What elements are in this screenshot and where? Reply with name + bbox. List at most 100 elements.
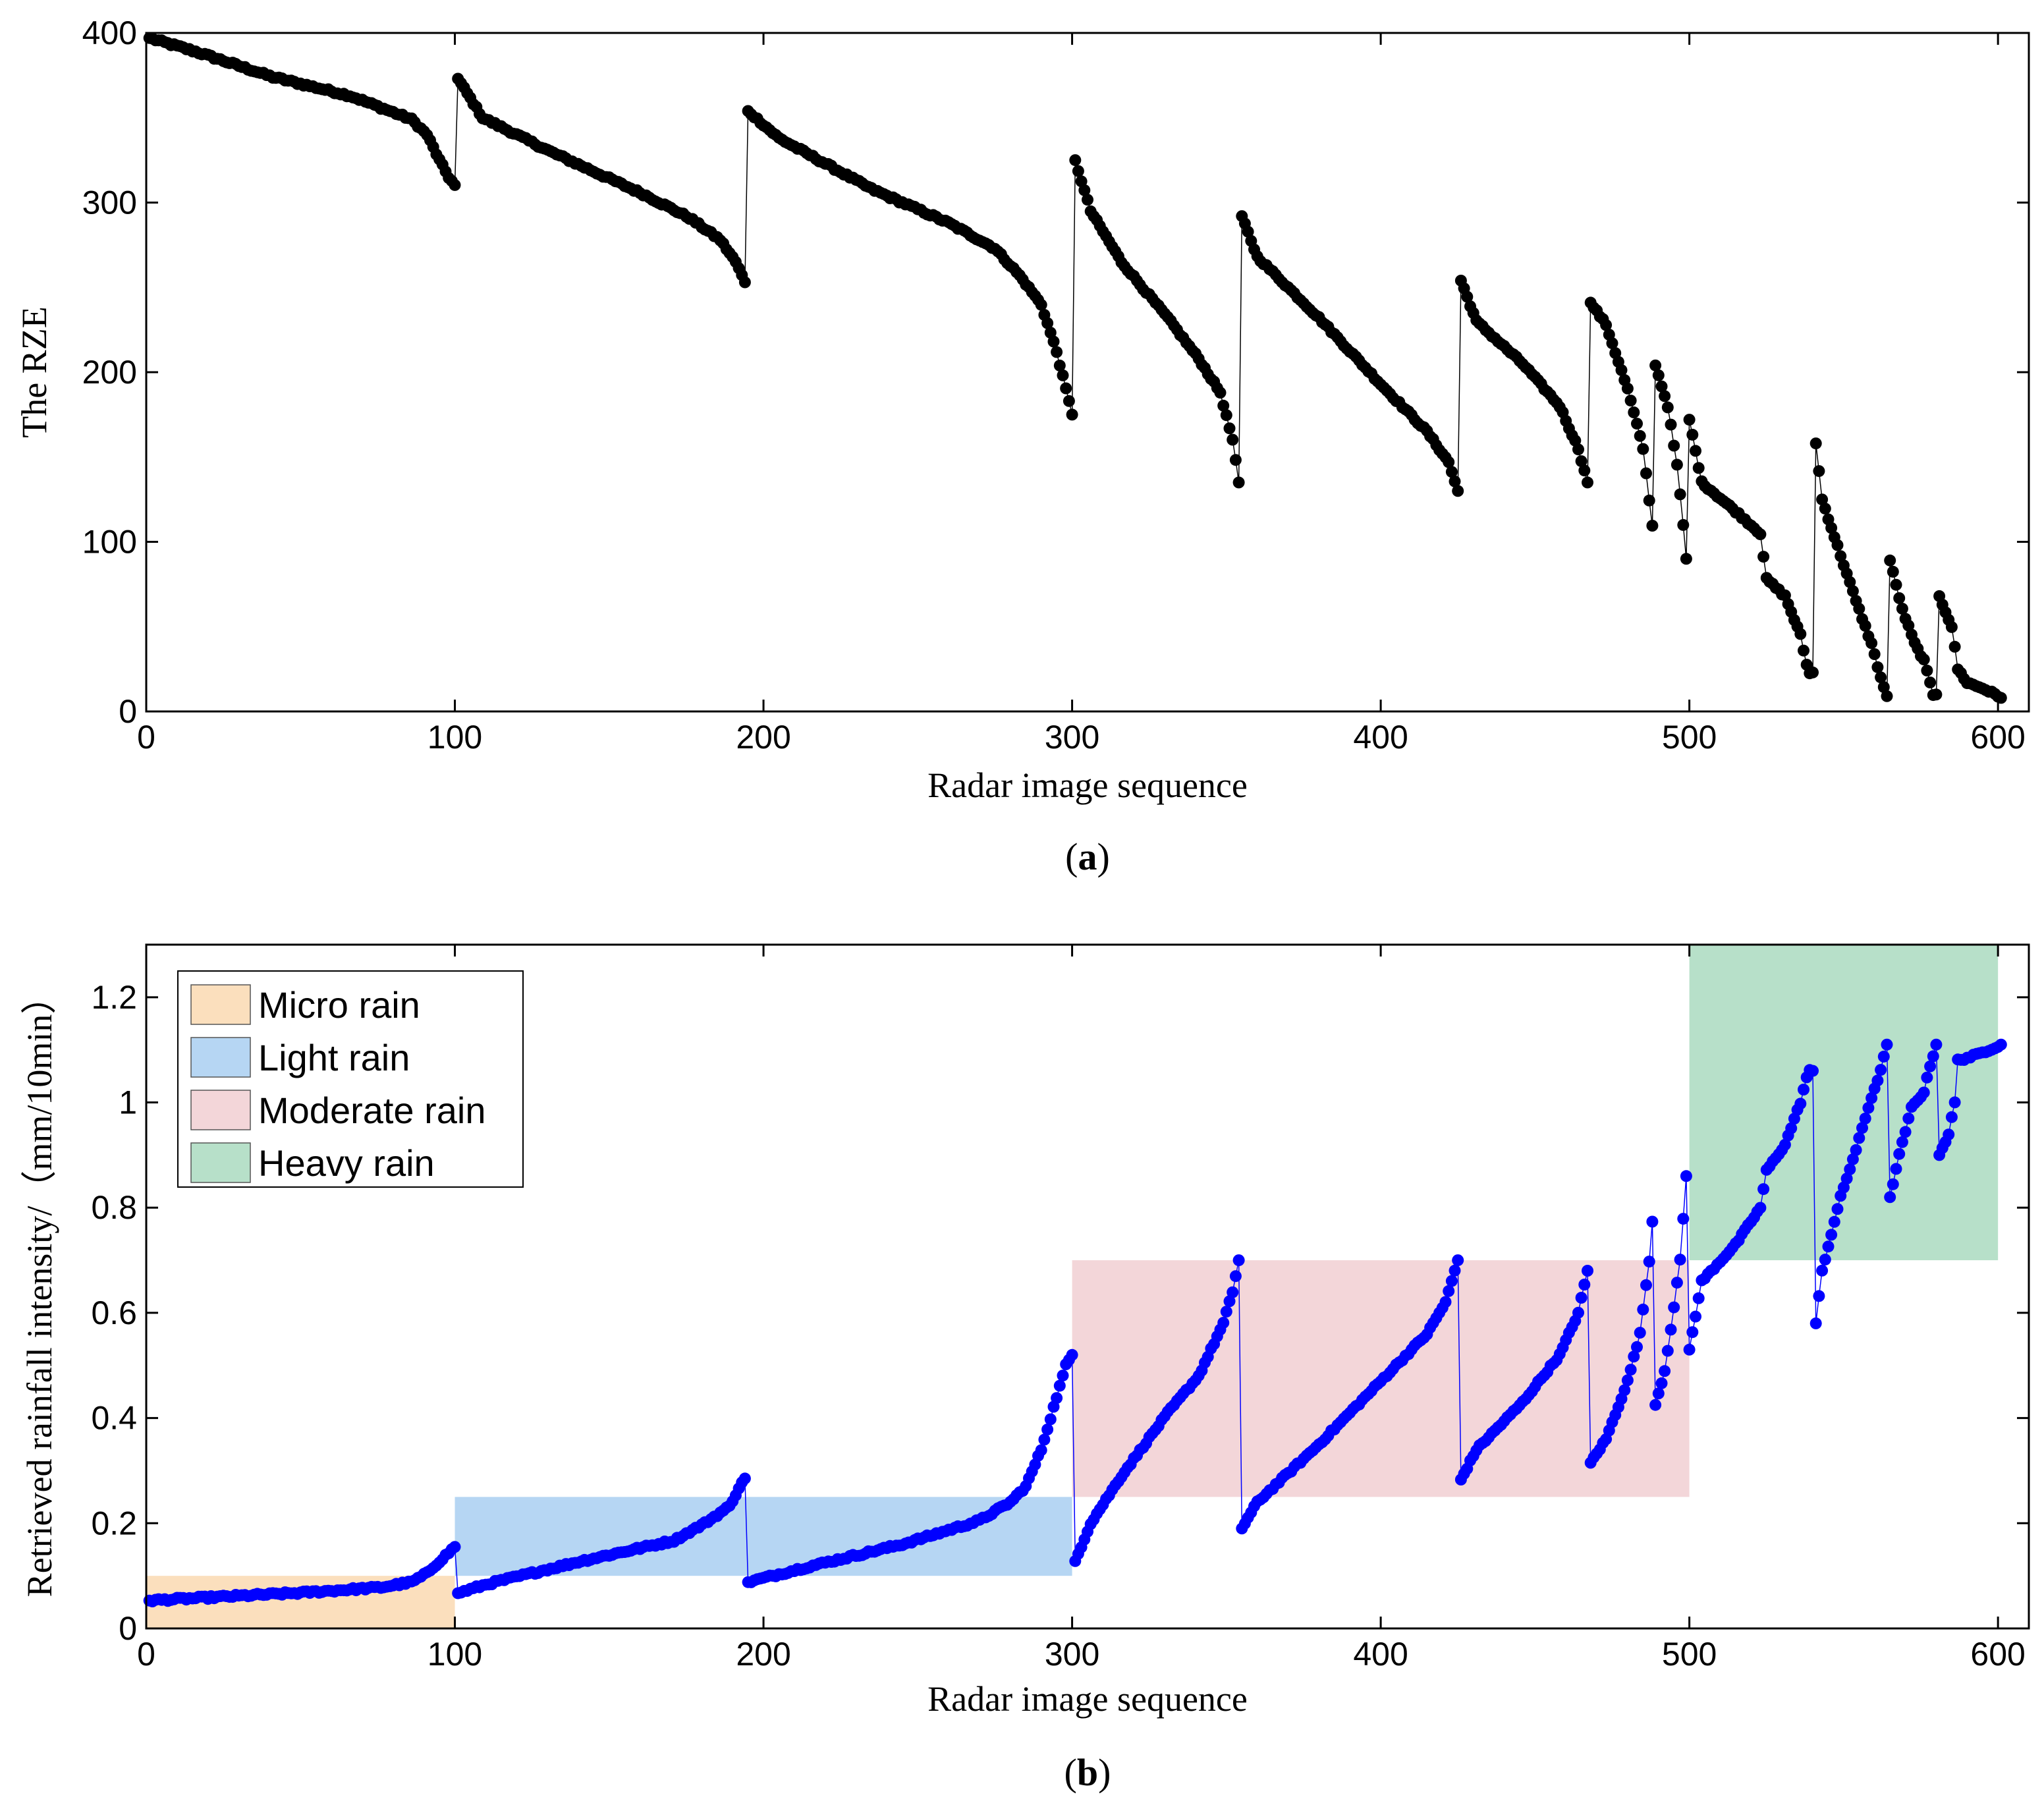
data-point (1862, 1101, 1875, 1114)
legend-item: Moderate rain (190, 1090, 486, 1131)
y-tick-label: 1.2 (91, 979, 137, 1016)
data-point (1680, 1170, 1692, 1182)
data-point (1661, 1345, 1674, 1357)
data-point (1631, 1341, 1643, 1353)
data-point (1890, 578, 1902, 591)
x-tick-label: 100 (428, 719, 482, 756)
data-point (1856, 1122, 1868, 1134)
data-point (1831, 1203, 1844, 1215)
data-point (738, 1472, 751, 1485)
data-point (1041, 317, 1054, 329)
legend-label-micro-rain: Micro rain (258, 984, 420, 1026)
data-point (1665, 1323, 1677, 1336)
legend-label-heavy-rain: Heavy rain (258, 1142, 435, 1184)
legend-swatch-heavy-rain (190, 1142, 251, 1183)
data-point (1082, 194, 1093, 206)
data-point (1887, 565, 1899, 578)
y-tick-label: 0 (119, 693, 137, 730)
x-tick-label: 500 (1662, 1636, 1717, 1673)
data-point (1918, 653, 1930, 666)
data-point (1686, 1326, 1699, 1339)
data-point (1572, 1306, 1584, 1319)
panel-a-chart: 0 100 200 300 400 500 600 0 100 200 300 400 Radar i… (14, 14, 2030, 878)
data-point (1659, 1365, 1671, 1377)
data-point (1921, 664, 1933, 677)
data-point (1902, 1112, 1915, 1124)
data-point (1445, 466, 1458, 478)
x-tick-label: 200 (736, 719, 790, 756)
data-point (1057, 369, 1069, 381)
data-point (1578, 464, 1591, 477)
legend-item: Light rain (190, 1037, 410, 1078)
panel-b-ylabel: Retrieved rainfall intensity/（mm/10min） (20, 979, 59, 1597)
y-tick-label: 1 (119, 1084, 137, 1121)
data-point (1881, 1038, 1893, 1051)
data-point (1844, 576, 1856, 588)
data-point (1640, 467, 1652, 480)
data-point (1930, 1038, 1943, 1051)
x-tick-label: 0 (137, 719, 155, 756)
data-point (1637, 443, 1649, 455)
panel-a-label: (a) (1065, 835, 1110, 878)
data-point (1921, 1071, 1933, 1084)
data-point (1850, 1144, 1862, 1156)
data-point (1794, 1097, 1807, 1110)
data-point (1902, 619, 1915, 632)
data-point (1884, 554, 1896, 567)
data-point (1646, 1215, 1659, 1228)
data-point (1047, 335, 1060, 348)
data-point (1665, 418, 1677, 431)
legend-swatch-micro-rain (190, 984, 251, 1025)
data-point (1853, 603, 1865, 615)
data-point (1690, 445, 1701, 457)
data-point (1683, 414, 1696, 426)
data-point (1859, 620, 1871, 632)
y-tick-label: 0.8 (91, 1189, 137, 1226)
panel-b-axes-frame (145, 943, 2030, 1630)
data-point (1232, 1254, 1245, 1267)
data-point (1945, 1111, 1958, 1123)
data-point (1229, 454, 1242, 466)
data-point (1893, 592, 1906, 604)
data-point (1754, 1202, 1767, 1214)
data-point (1807, 1065, 1819, 1077)
data-point (1035, 1444, 1047, 1456)
data-point (1890, 1163, 1902, 1175)
data-point (1223, 422, 1236, 435)
data-point (1624, 395, 1637, 407)
data-point (1220, 1306, 1232, 1318)
legend-label-moderate-rain: Moderate rain (258, 1090, 486, 1131)
data-point (449, 179, 461, 191)
data-point (1232, 476, 1245, 489)
data-point (1575, 455, 1588, 468)
panel-a-ylabel: The RZE (14, 306, 54, 437)
data-point (1227, 1286, 1239, 1298)
data-point (1621, 1374, 1634, 1387)
data-point (1822, 1240, 1835, 1253)
data-point (1461, 291, 1474, 303)
data-point (1788, 1113, 1800, 1125)
data-point (1217, 399, 1230, 412)
data-point (1943, 1128, 1955, 1141)
data-point (1846, 1153, 1859, 1165)
x-tick-label: 600 (1970, 719, 2025, 756)
data-point (1634, 430, 1646, 442)
data-point (1871, 661, 1884, 673)
y-tick-label: 100 (82, 524, 137, 561)
x-tick-label: 200 (736, 1636, 790, 1673)
data-point (1051, 346, 1063, 358)
data-point (1945, 621, 1958, 633)
data-point (1044, 1413, 1057, 1426)
data-point (1214, 387, 1227, 399)
data-point (1677, 518, 1690, 531)
data-point (1624, 1364, 1637, 1376)
legend-item: Heavy rain (190, 1142, 435, 1184)
data-point (1757, 551, 1770, 563)
data-point (1948, 640, 1961, 653)
data-point (1671, 458, 1683, 471)
data-point (1779, 1138, 1791, 1151)
data-point (1452, 485, 1464, 497)
data-point (1692, 462, 1705, 474)
data-point (1640, 1279, 1652, 1291)
